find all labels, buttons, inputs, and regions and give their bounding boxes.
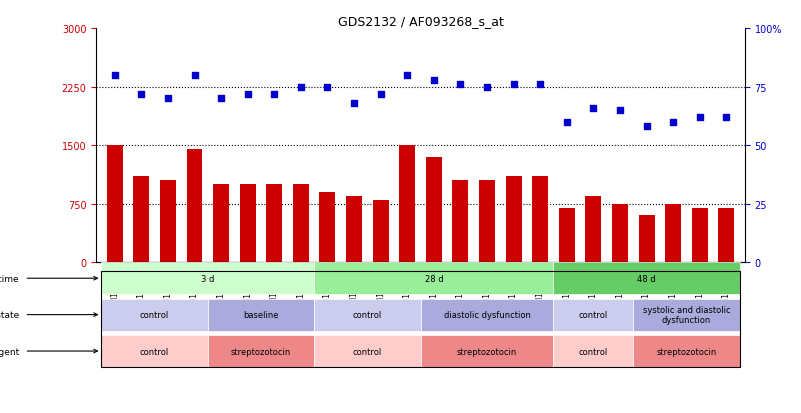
Text: control: control <box>352 347 382 356</box>
Point <box>374 91 387 97</box>
Text: time: time <box>0 274 98 283</box>
Bar <box>665 204 681 263</box>
FancyBboxPatch shape <box>553 335 634 367</box>
Text: baseline: baseline <box>244 311 279 319</box>
Point <box>454 82 467 88</box>
Point <box>108 72 121 79</box>
Text: control: control <box>140 347 169 356</box>
Bar <box>399 146 415 263</box>
Text: 48 d: 48 d <box>638 274 656 283</box>
Point <box>666 119 679 126</box>
Bar <box>426 157 442 263</box>
Text: streptozotocin: streptozotocin <box>231 347 291 356</box>
FancyBboxPatch shape <box>553 263 739 294</box>
Bar <box>320 192 336 263</box>
FancyBboxPatch shape <box>421 299 553 331</box>
Point <box>162 96 175 102</box>
FancyBboxPatch shape <box>314 299 421 331</box>
Point <box>640 124 653 131</box>
Point <box>720 114 733 121</box>
Point <box>241 91 254 97</box>
Point <box>428 77 441 83</box>
FancyBboxPatch shape <box>102 335 207 367</box>
Point <box>533 82 546 88</box>
Point <box>268 91 280 97</box>
Point <box>587 105 600 112</box>
Point <box>188 72 201 79</box>
Point <box>561 119 574 126</box>
Bar <box>612 204 628 263</box>
Bar <box>532 177 548 263</box>
Point <box>481 84 493 90</box>
FancyBboxPatch shape <box>207 299 314 331</box>
Text: control: control <box>579 347 608 356</box>
Text: diastolic dysfunction: diastolic dysfunction <box>444 311 530 319</box>
FancyBboxPatch shape <box>314 263 553 294</box>
Point <box>614 107 626 114</box>
FancyBboxPatch shape <box>421 335 553 367</box>
Text: streptozotocin: streptozotocin <box>656 347 717 356</box>
Point <box>215 96 227 102</box>
Bar <box>160 181 176 263</box>
Bar <box>505 177 521 263</box>
FancyBboxPatch shape <box>207 335 314 367</box>
Text: control: control <box>140 311 169 319</box>
Bar <box>453 181 469 263</box>
Text: agent: agent <box>0 347 98 356</box>
Bar <box>107 146 123 263</box>
FancyBboxPatch shape <box>634 335 739 367</box>
Bar <box>718 208 735 263</box>
FancyBboxPatch shape <box>553 299 634 331</box>
Bar <box>266 185 282 263</box>
Title: GDS2132 / AF093268_s_at: GDS2132 / AF093268_s_at <box>337 15 504 28</box>
FancyBboxPatch shape <box>102 299 207 331</box>
Bar <box>293 185 309 263</box>
Text: streptozotocin: streptozotocin <box>457 347 517 356</box>
Bar <box>372 200 388 263</box>
Bar <box>239 185 256 263</box>
Bar <box>346 196 362 263</box>
Bar <box>213 185 229 263</box>
Bar <box>187 150 203 263</box>
Text: systolic and diastolic
dysfunction: systolic and diastolic dysfunction <box>642 305 731 325</box>
Point <box>295 84 308 90</box>
Bar <box>638 216 654 263</box>
Text: disease state: disease state <box>0 311 98 319</box>
Bar <box>479 181 495 263</box>
Point <box>135 91 147 97</box>
Text: control: control <box>579 311 608 319</box>
FancyBboxPatch shape <box>102 263 314 294</box>
FancyBboxPatch shape <box>314 335 421 367</box>
Text: 3 d: 3 d <box>201 274 215 283</box>
Point <box>694 114 706 121</box>
Bar <box>586 196 602 263</box>
Bar <box>559 208 575 263</box>
FancyBboxPatch shape <box>634 299 739 331</box>
Bar <box>133 177 149 263</box>
Point <box>400 72 413 79</box>
Point <box>507 82 520 88</box>
Point <box>348 100 360 107</box>
Text: 28 d: 28 d <box>425 274 443 283</box>
Point <box>321 84 334 90</box>
Bar <box>692 208 708 263</box>
Text: control: control <box>352 311 382 319</box>
